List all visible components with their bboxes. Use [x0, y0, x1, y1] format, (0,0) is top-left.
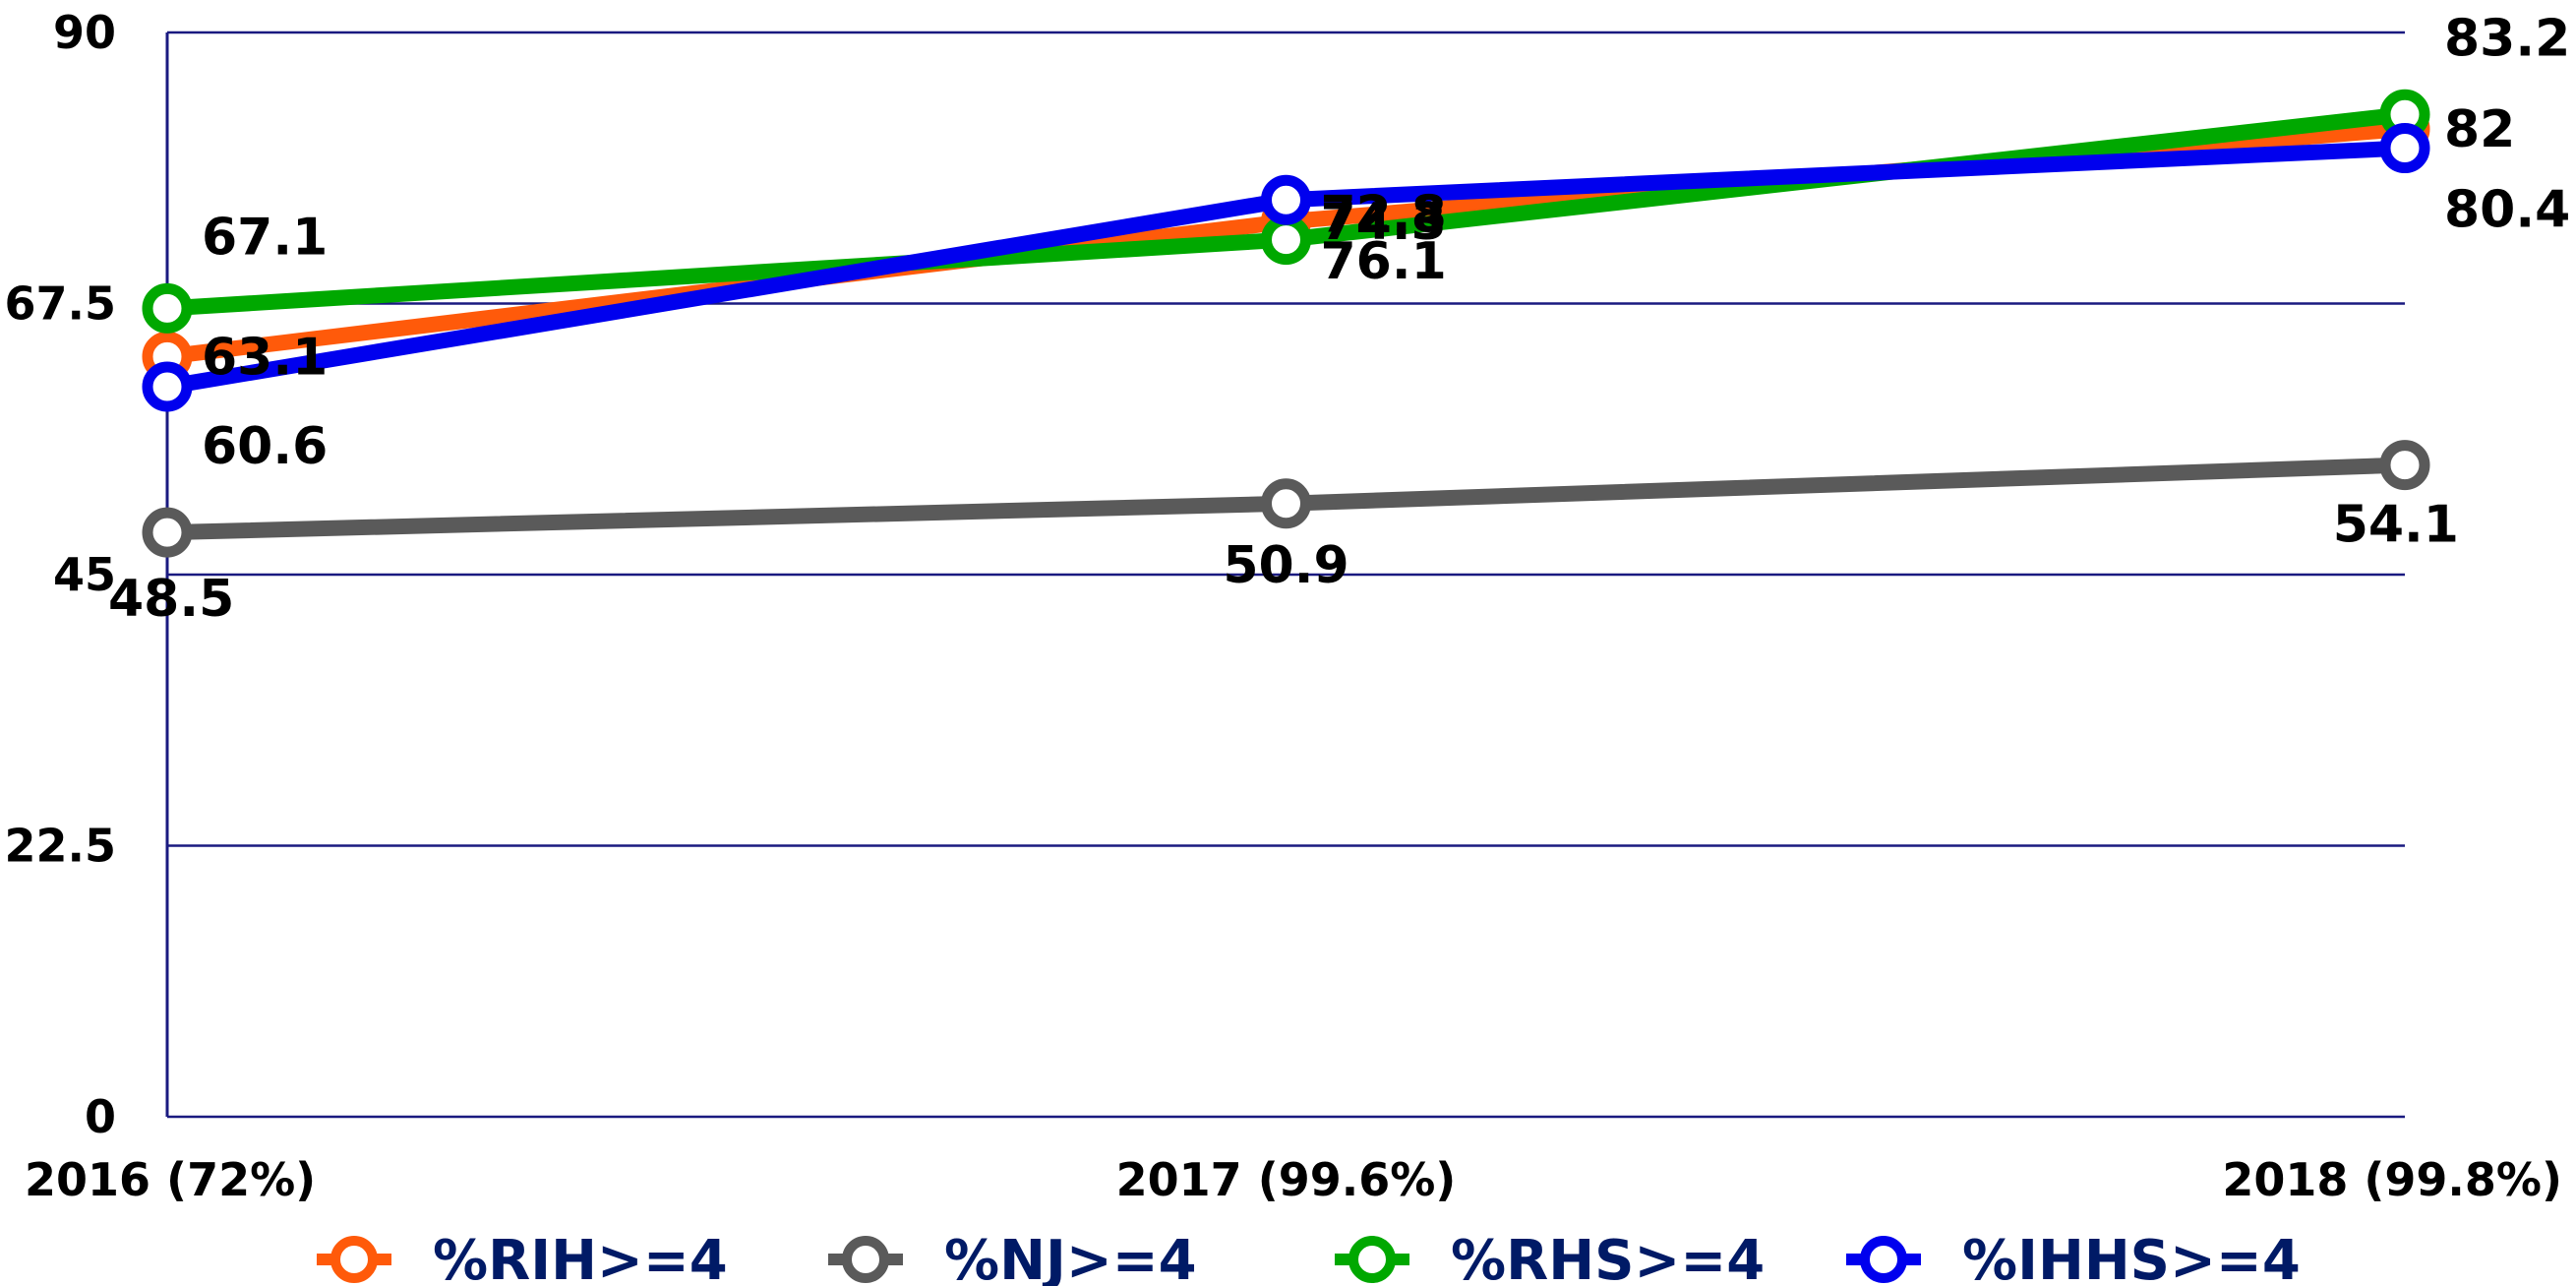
legend-label: %NJ>=4 — [944, 1229, 1197, 1286]
y-tick-label: 22.5 — [5, 820, 117, 873]
data-label: 54.1 — [2333, 496, 2459, 555]
data-label: 60.6 — [202, 417, 328, 476]
legend: %RIH>=4 %NJ>=4 %RHS>=4 %IHHS>=4 — [317, 1229, 2301, 1286]
legend-item-3: %IHHS>=4 — [1846, 1229, 2301, 1286]
legend-item-1: %NJ>=4 — [828, 1229, 1197, 1286]
data-point — [2385, 129, 2425, 168]
legend-marker — [335, 1241, 373, 1278]
legend-item-0: %RIH>=4 — [317, 1229, 728, 1286]
data-label: 76.1 — [1321, 232, 1447, 291]
legend-label: %RHS>=4 — [1451, 1229, 1765, 1286]
data-point — [2385, 446, 2425, 485]
data-point — [148, 288, 187, 328]
data-label: 50.9 — [1223, 536, 1348, 595]
data-point — [1267, 484, 1306, 523]
legend-marker — [1353, 1241, 1391, 1278]
series-lines — [148, 94, 2425, 552]
data-point — [1267, 220, 1306, 260]
data-label: 67.1 — [202, 208, 328, 267]
legend-item-2: %RHS>=4 — [1335, 1229, 1765, 1286]
x-tick-label: 2018 (99.8%) — [2222, 1153, 2562, 1206]
x-tick-label: 2016 (72%) — [25, 1153, 316, 1206]
data-point — [1267, 180, 1306, 219]
data-point — [148, 513, 187, 552]
legend-label: %IHHS>=4 — [1962, 1229, 2301, 1286]
legend-label: %RIH>=4 — [433, 1229, 728, 1286]
y-tick-label: 67.5 — [5, 277, 117, 331]
data-label: 82 — [2444, 100, 2515, 159]
y-tick-label: 90 — [53, 6, 116, 59]
data-label: 48.5 — [108, 570, 234, 629]
legend-marker — [847, 1241, 884, 1278]
data-label: 80.4 — [2444, 181, 2570, 240]
y-tick-label: 0 — [85, 1090, 116, 1143]
data-label: 83.2 — [2444, 9, 2570, 68]
x-tick-label: 2017 (99.6%) — [1116, 1153, 1457, 1206]
y-tick-label: 45 — [53, 548, 116, 601]
data-point — [148, 367, 187, 406]
legend-marker — [1865, 1241, 1902, 1278]
data-label: 63.1 — [202, 328, 328, 387]
